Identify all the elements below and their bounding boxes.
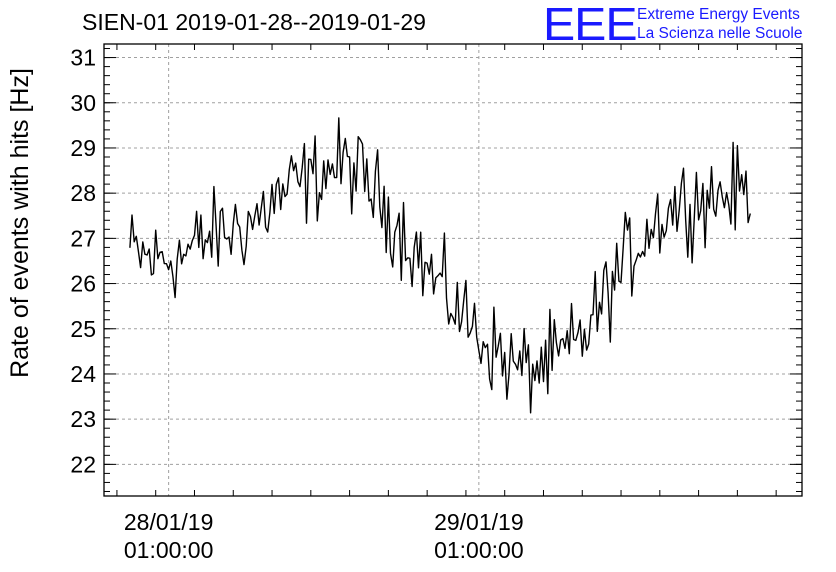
series-line-0 [129,117,751,414]
y-tick-label: 23 [70,406,96,432]
eee-logo-mark: EEE [543,0,638,50]
x-tick-label-time: 01:00:00 [434,537,524,563]
eee-logo: EEE Extreme Energy Events La Scienza nel… [543,0,833,50]
chart-title: SIEN-01 2019-01-28--2019-01-29 [82,9,426,35]
y-tick-label: 22 [70,451,96,477]
y-tick-label: 29 [70,135,96,161]
axes [103,43,803,497]
y-tick-label: 30 [70,90,96,116]
plot-frame [103,43,803,497]
logo-line-1: Extreme Energy Events [637,6,800,23]
y-tick-label: 26 [70,271,96,297]
y-ticks: 22 23 24 25 26 27 28 29 30 31 [70,45,802,492]
eee-logo-text: Extreme Energy Events La Scienza nelle S… [637,5,802,43]
series-layer [129,117,751,414]
y-tick-label: 24 [70,361,96,387]
logo-line-2: La Scienza nelle Scuole [637,25,803,42]
x-tick-label-time: 01:00:00 [124,537,214,563]
y-axis-label: Rate of events with hits [Hz] [6,68,34,378]
y-tick-label: 25 [70,316,96,342]
y-tick-label: 31 [70,45,96,71]
y-tick-label: 27 [70,225,96,251]
grid-lines [104,44,802,496]
x-tick-label-date: 28/01/19 [124,509,214,535]
x-tick-label-date: 29/01/19 [434,509,524,535]
y-tick-label: 28 [70,180,96,206]
